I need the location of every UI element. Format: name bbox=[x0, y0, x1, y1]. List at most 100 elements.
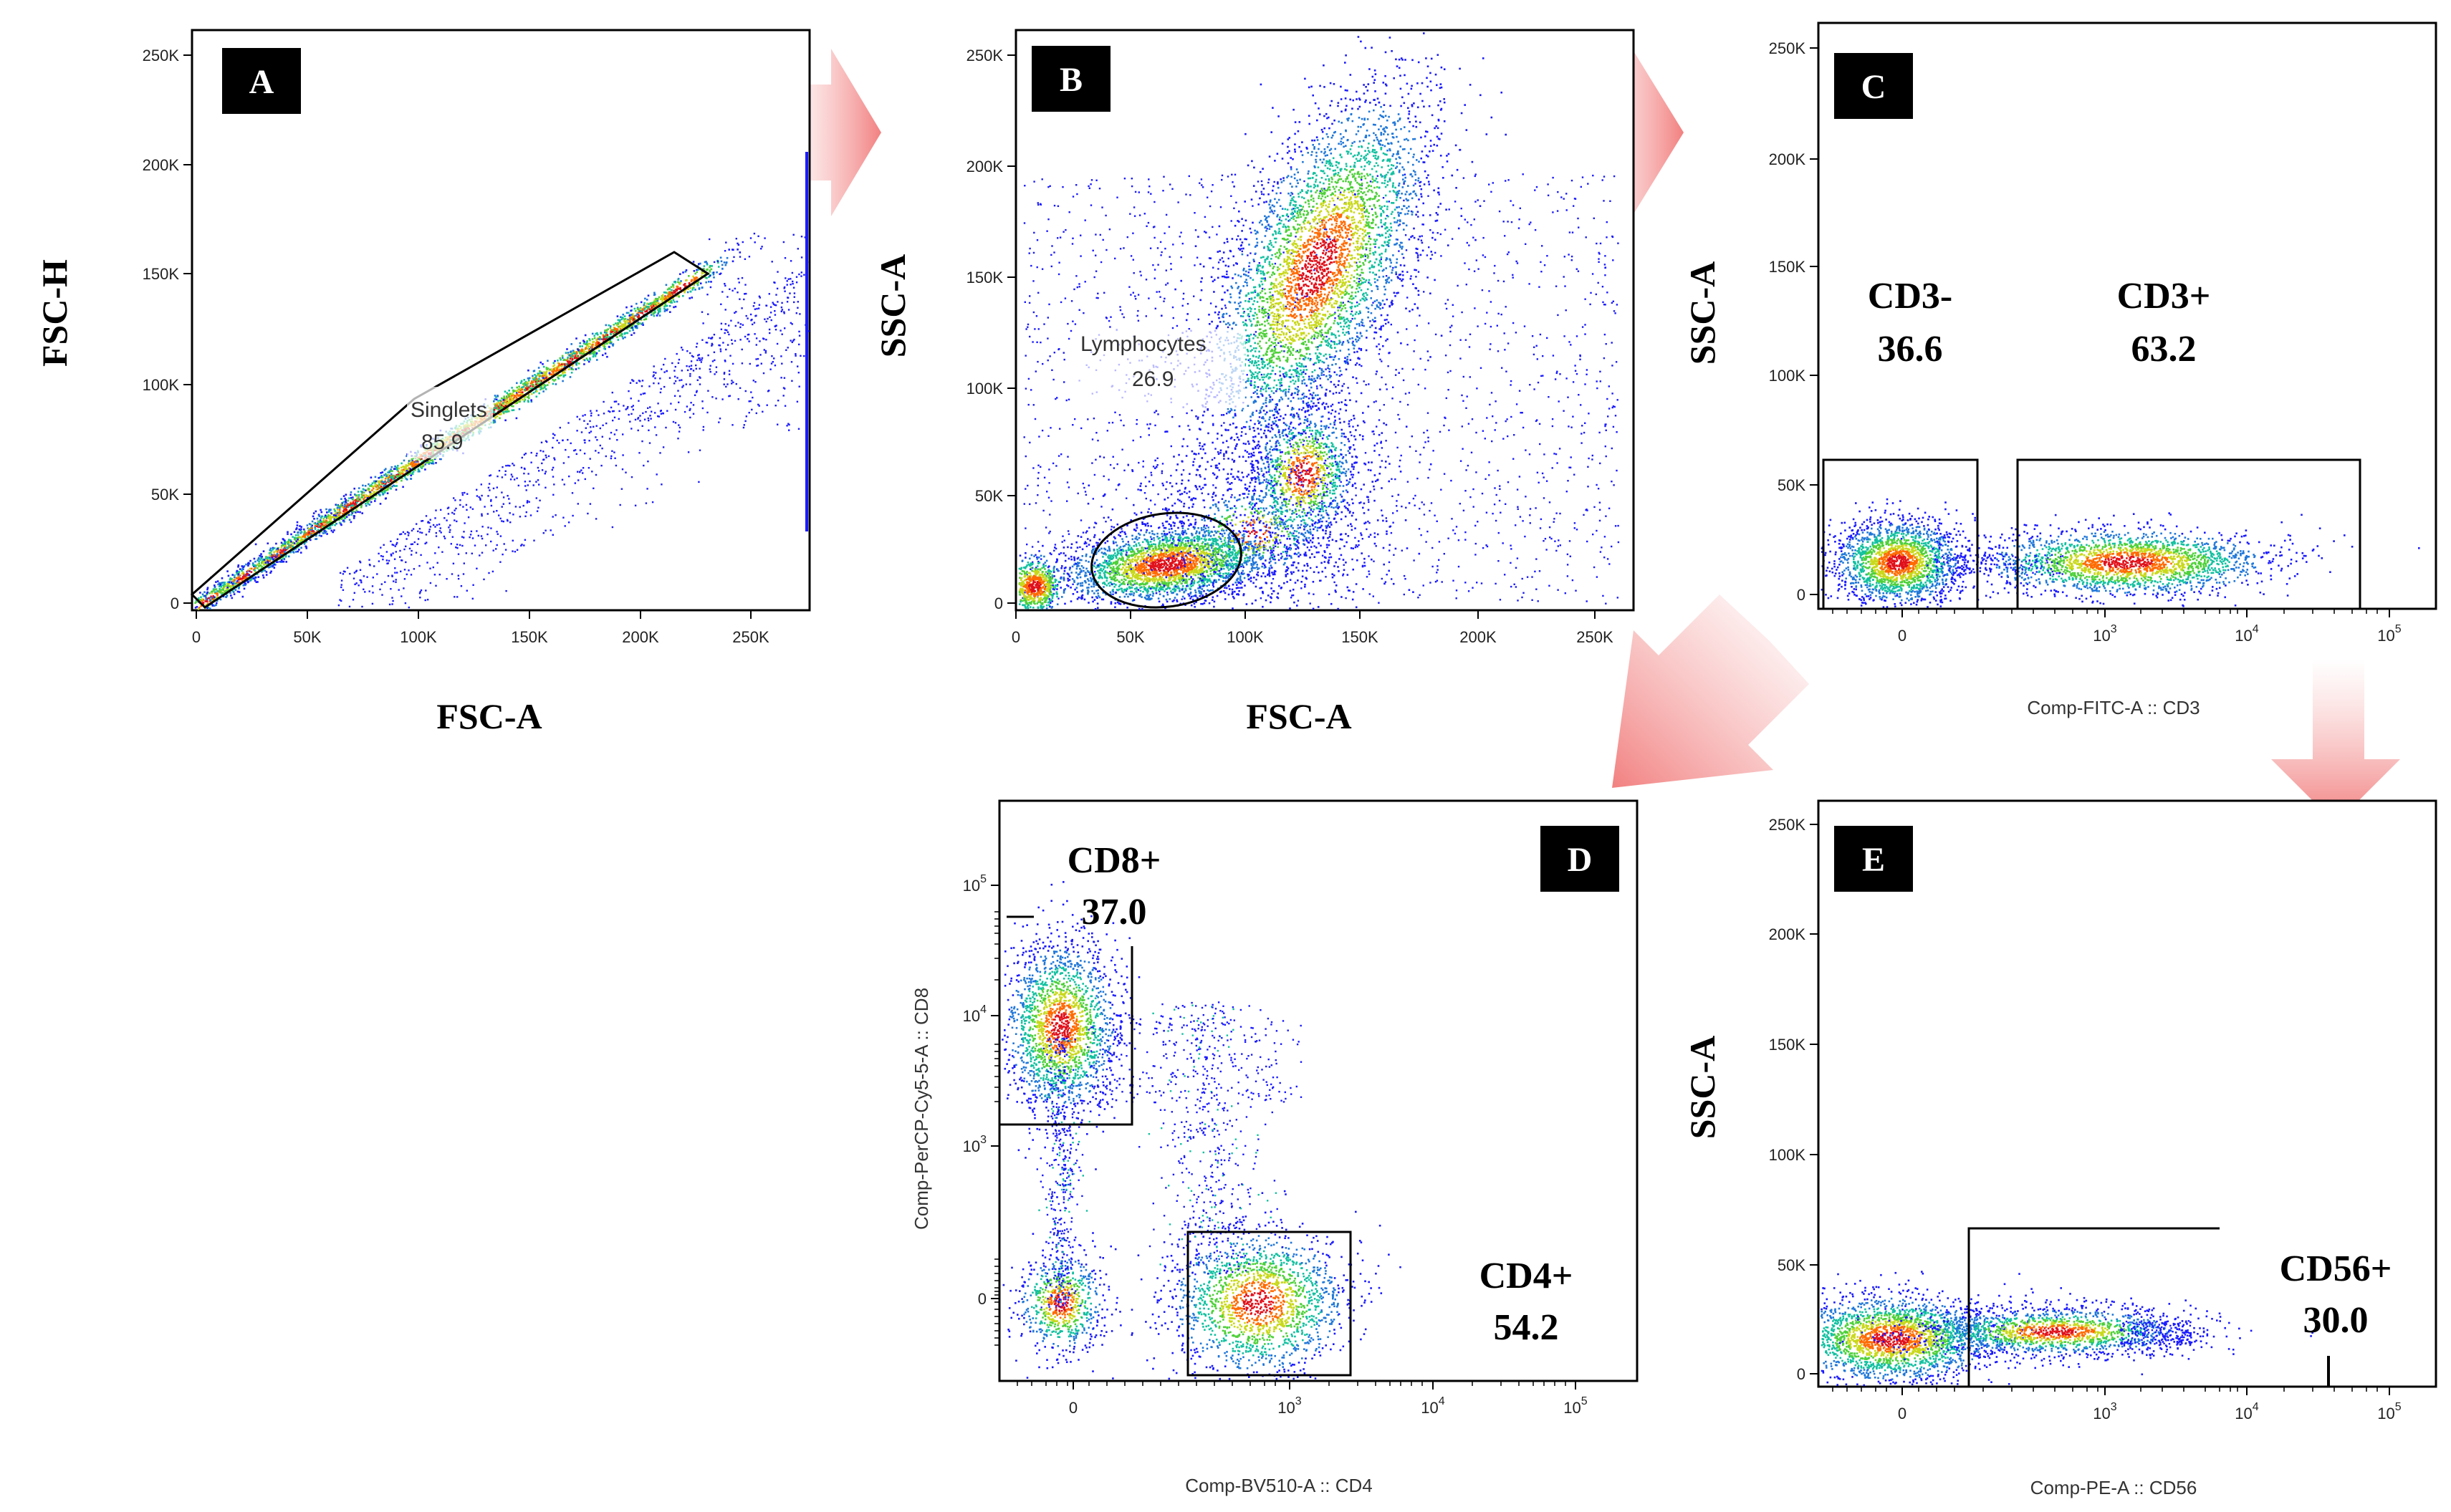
event-dot bbox=[353, 488, 355, 490]
event-dot bbox=[270, 571, 272, 573]
event-dot bbox=[306, 547, 308, 549]
event-dot bbox=[342, 506, 344, 509]
event-dot bbox=[244, 588, 246, 590]
event-dot bbox=[327, 514, 330, 516]
event-dot bbox=[283, 561, 285, 563]
event-dot bbox=[207, 587, 209, 589]
event-dot bbox=[314, 523, 316, 525]
event-dot bbox=[239, 591, 241, 593]
event-dot bbox=[292, 536, 294, 538]
event-dot bbox=[252, 564, 254, 567]
event-dot bbox=[295, 551, 297, 553]
event-dot bbox=[273, 554, 275, 556]
event-dot bbox=[326, 533, 328, 535]
event-dot bbox=[271, 550, 273, 552]
event-dot bbox=[400, 463, 403, 465]
event-dot bbox=[307, 524, 309, 526]
event-dot bbox=[195, 607, 197, 609]
event-dot bbox=[354, 493, 356, 496]
event-dot bbox=[310, 529, 312, 531]
event-dot bbox=[292, 546, 294, 548]
event-dot bbox=[362, 485, 364, 487]
event-dot bbox=[229, 582, 231, 584]
event-dot bbox=[390, 473, 393, 476]
event-dot bbox=[320, 535, 322, 537]
event-dot bbox=[300, 539, 302, 541]
event-dot bbox=[333, 529, 335, 531]
event-dot bbox=[328, 511, 330, 513]
event-dot bbox=[290, 534, 292, 536]
event-dot bbox=[329, 527, 331, 529]
event-dot bbox=[297, 531, 299, 534]
event-dot bbox=[263, 563, 265, 565]
event-dot bbox=[375, 476, 377, 478]
event-dot bbox=[332, 531, 334, 534]
event-dot bbox=[201, 598, 203, 600]
event-dot bbox=[380, 503, 382, 505]
event-dot bbox=[224, 582, 226, 584]
event-dot bbox=[295, 534, 297, 536]
event-dot bbox=[214, 584, 216, 587]
event-dot bbox=[275, 550, 277, 552]
event-dot bbox=[246, 574, 249, 576]
event-dot bbox=[335, 515, 337, 517]
event-dot bbox=[343, 521, 345, 523]
event-dot bbox=[358, 487, 360, 489]
event-dot bbox=[270, 565, 272, 567]
event-dot bbox=[234, 579, 236, 581]
event-dot bbox=[424, 468, 426, 471]
event-dot bbox=[360, 496, 363, 499]
event-dot bbox=[226, 587, 229, 589]
event-dot bbox=[365, 505, 368, 507]
event-dot bbox=[284, 543, 286, 545]
event-dot bbox=[297, 521, 299, 524]
event-dot bbox=[238, 564, 240, 567]
event-dot bbox=[351, 511, 353, 514]
event-dot bbox=[216, 590, 219, 592]
event-dot bbox=[206, 592, 208, 594]
event-dot bbox=[258, 576, 260, 578]
event-dot bbox=[325, 524, 327, 526]
event-dot bbox=[372, 486, 374, 488]
event-dot bbox=[320, 525, 322, 527]
event-dot bbox=[231, 582, 233, 584]
event-dot bbox=[238, 577, 240, 579]
event-dot bbox=[350, 521, 352, 524]
event-dot bbox=[242, 596, 244, 598]
event-dot bbox=[251, 568, 253, 570]
event-dot bbox=[260, 564, 262, 567]
event-dot bbox=[210, 597, 212, 599]
event-dot bbox=[238, 587, 240, 589]
event-dot bbox=[382, 476, 384, 478]
event-dot bbox=[242, 577, 244, 579]
event-dot bbox=[370, 501, 373, 504]
event-dot bbox=[355, 511, 357, 514]
event-dot bbox=[287, 541, 289, 543]
event-dot bbox=[255, 577, 257, 579]
event-dot bbox=[317, 518, 319, 520]
event-dot bbox=[344, 506, 346, 508]
event-dot bbox=[219, 588, 221, 590]
event-dot bbox=[283, 539, 285, 541]
event-dot bbox=[322, 526, 324, 528]
event-dot bbox=[313, 512, 315, 514]
event-dot bbox=[358, 491, 360, 493]
event-dot bbox=[356, 494, 358, 496]
event-dot bbox=[350, 502, 352, 504]
event-dot bbox=[221, 586, 223, 588]
event-dot bbox=[298, 549, 300, 551]
event-dot bbox=[310, 539, 312, 541]
event-dot bbox=[342, 504, 344, 506]
event-dot bbox=[323, 521, 325, 523]
event-dot bbox=[205, 597, 207, 599]
event-dot bbox=[307, 536, 310, 538]
event-dot bbox=[299, 525, 301, 527]
event-dot bbox=[315, 538, 317, 540]
event-dot bbox=[359, 511, 361, 514]
event-dot bbox=[259, 559, 262, 561]
event-dot bbox=[365, 489, 367, 491]
event-dot bbox=[274, 567, 276, 569]
event-dot bbox=[281, 542, 283, 544]
event-dot bbox=[361, 512, 363, 514]
event-dot bbox=[347, 503, 350, 505]
